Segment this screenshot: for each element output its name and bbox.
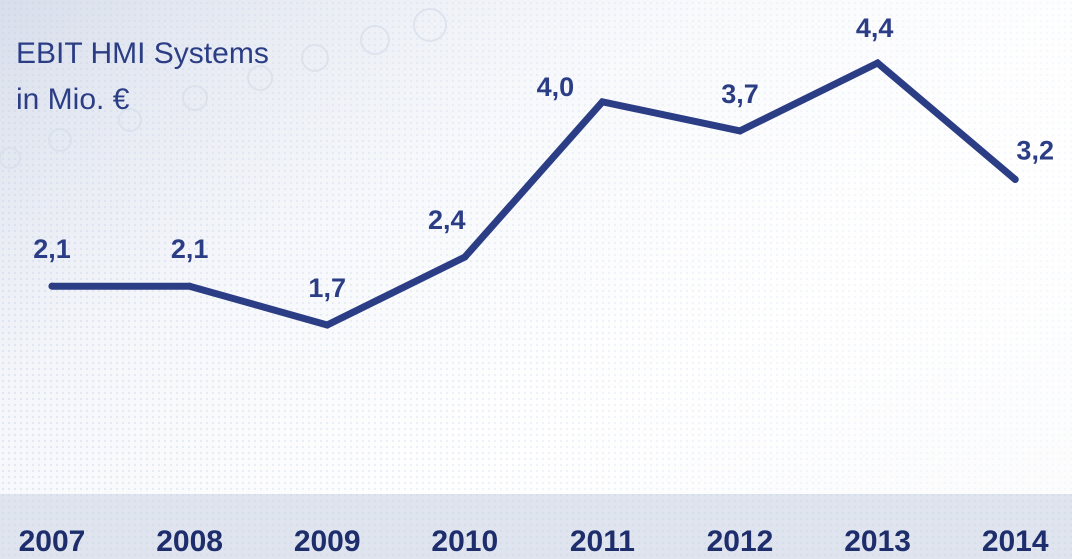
data-label-2007: 2,1 <box>33 234 71 264</box>
x-tick-2011: 2011 <box>570 525 635 558</box>
data-label-2012: 3,7 <box>721 79 759 109</box>
data-label-layer: 2,1 2,1 1,7 2,4 4,0 3,7 4,4 3,2 <box>33 13 1054 303</box>
data-point-2010 <box>461 253 469 261</box>
data-label-2013: 4,4 <box>856 13 894 43</box>
x-tick-2012: 2012 <box>707 525 774 558</box>
x-tick-2010: 2010 <box>431 525 498 558</box>
data-point-2011 <box>598 98 606 106</box>
data-point-2009 <box>323 321 331 329</box>
background-decoration <box>0 8 447 169</box>
data-label-2010: 2,4 <box>428 205 466 235</box>
x-tick-2014: 2014 <box>982 525 1049 558</box>
data-point-2008 <box>186 282 194 290</box>
chart-title: EBIT HMI Systems <box>16 37 269 70</box>
x-tick-2013: 2013 <box>844 525 911 558</box>
data-label-2008: 2,1 <box>171 234 209 264</box>
x-axis-band-pattern <box>0 494 1072 559</box>
x-tick-2008: 2008 <box>156 525 223 558</box>
data-point-2007 <box>48 282 56 290</box>
data-label-2014: 3,2 <box>1016 135 1054 165</box>
data-point-2013 <box>874 59 882 67</box>
chart-subtitle: in Mio. € <box>16 83 130 116</box>
x-tick-layer: 2007 2008 2009 2010 2011 2012 2013 2014 <box>19 525 1049 558</box>
data-point-2014 <box>1011 175 1019 183</box>
x-tick-2009: 2009 <box>294 525 361 558</box>
data-point-2012 <box>736 127 744 135</box>
x-tick-2007: 2007 <box>19 525 86 558</box>
series-line <box>48 58 1019 329</box>
data-label-2009: 1,7 <box>308 273 346 303</box>
series-line-layer <box>48 58 1019 329</box>
data-label-2011: 4,0 <box>537 72 575 102</box>
